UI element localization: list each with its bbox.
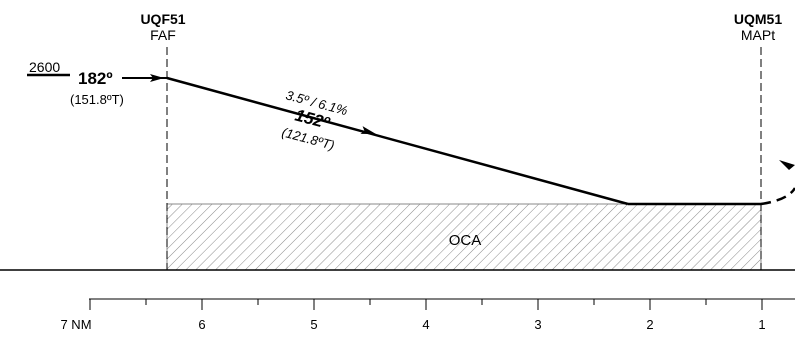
scale-label: 2 (646, 317, 653, 332)
entry-arrowhead (150, 74, 164, 82)
oca-label: OCA (449, 232, 482, 249)
scale-label: 6 (198, 317, 205, 332)
descent-arrowhead (360, 126, 376, 134)
mapt-fix-name: UQM51 (734, 11, 782, 27)
missed-approach-arrowhead (779, 160, 795, 170)
entry-course-mag: 182º (78, 69, 113, 88)
descent-path (166, 76, 629, 206)
scale-label: 5 (310, 317, 317, 332)
missed-approach-path (760, 187, 795, 206)
faf-fix-role: FAF (150, 27, 176, 43)
final-course-true: (121.8ºT) (280, 124, 336, 152)
oca-area (166, 203, 762, 271)
scale-unit-label: 7 NM (60, 317, 91, 332)
distance-scale-ticks (89, 299, 763, 310)
scale-label: 4 (422, 317, 429, 332)
scale-label: 3 (534, 317, 541, 332)
entry-course-true: (151.8ºT) (70, 92, 124, 107)
mapt-fix-role: MAPt (741, 27, 775, 43)
scale-label: 1 (758, 317, 765, 332)
entry-altitude: 2600 (29, 59, 60, 75)
faf-fix-name: UQF51 (140, 11, 185, 27)
